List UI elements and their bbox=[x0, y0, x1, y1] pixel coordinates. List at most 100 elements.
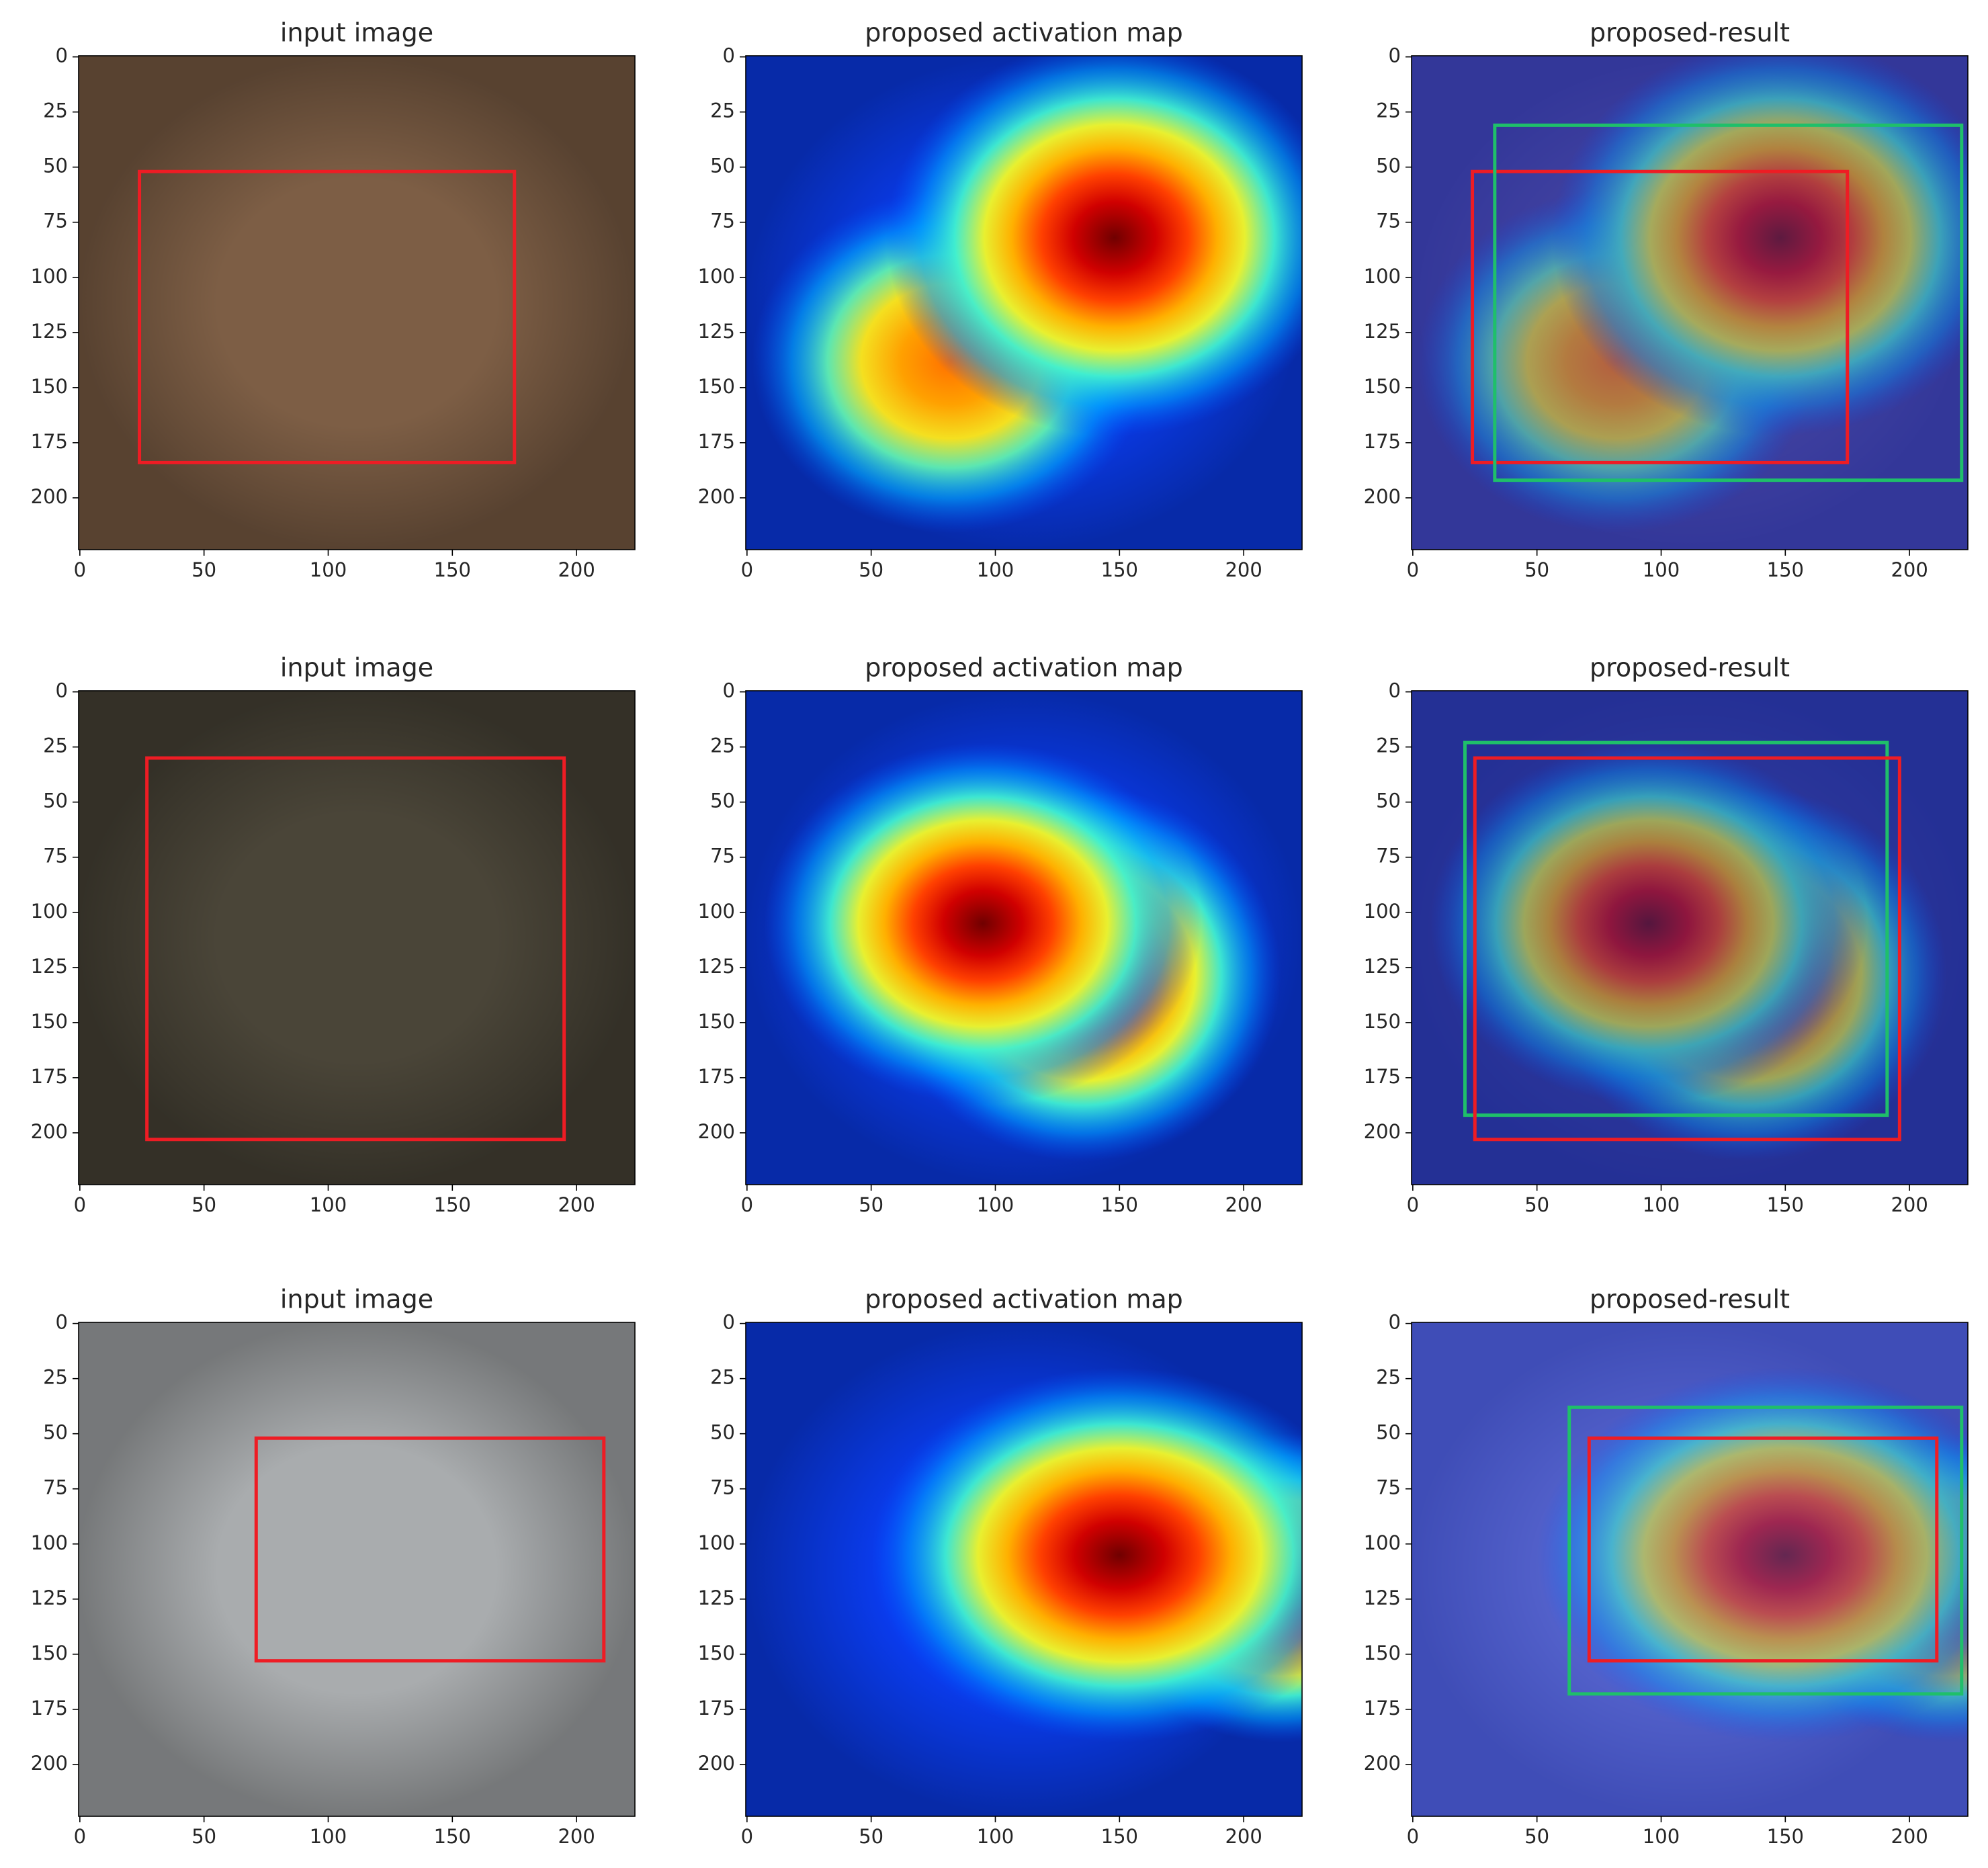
y-tick-label: 0 bbox=[1389, 679, 1401, 702]
x-tick-label: 50 bbox=[1524, 558, 1549, 581]
subplot-title: input image bbox=[280, 1285, 433, 1314]
bounding-box bbox=[1463, 740, 1889, 1117]
subplot: proposed activation map 0 50 100 150 200 0 25 50… bbox=[698, 653, 1303, 1216]
y-tick-label: 25 bbox=[710, 1366, 735, 1389]
axes-frame bbox=[1411, 690, 1969, 1185]
y-tick-label: 0 bbox=[56, 679, 68, 702]
x-tick-label: 100 bbox=[310, 558, 347, 581]
x-tick-label: 50 bbox=[1524, 1193, 1549, 1216]
y-tick-label: 175 bbox=[1364, 430, 1401, 453]
y-tick-label: 0 bbox=[56, 44, 68, 67]
hotspot bbox=[1551, 56, 1968, 436]
y-tick-label: 50 bbox=[710, 1421, 735, 1444]
x-tick-label: 150 bbox=[1101, 1193, 1138, 1216]
x-tick-label: 0 bbox=[74, 1193, 86, 1216]
x-tick-label: 150 bbox=[1767, 1825, 1804, 1848]
x-tick-label: 100 bbox=[977, 558, 1014, 581]
subplot-title: proposed-result bbox=[1590, 653, 1790, 683]
x-tick-label: 150 bbox=[1767, 558, 1804, 581]
x-tick-label: 50 bbox=[859, 1193, 883, 1216]
y-tick-label: 175 bbox=[1364, 1697, 1401, 1720]
subplot: proposed-result 0 50 100 150 200 0 25 50 75 100 125… bbox=[1364, 1285, 1969, 1848]
hotspot bbox=[871, 1367, 1302, 1742]
hotspot bbox=[885, 56, 1302, 436]
x-tick-label: 50 bbox=[191, 1193, 216, 1216]
x-tick-label: 150 bbox=[1101, 1825, 1138, 1848]
y-tick-label: 0 bbox=[56, 1311, 68, 1334]
plot-area bbox=[1412, 691, 1968, 1185]
y-tick-label: 175 bbox=[31, 1065, 68, 1088]
y-tick-label: 50 bbox=[1376, 1421, 1401, 1444]
x-tick-label: 50 bbox=[859, 558, 883, 581]
axes-frame bbox=[1411, 1322, 1969, 1817]
x-tick-label: 0 bbox=[74, 1825, 86, 1848]
y-tick-label: 75 bbox=[1376, 1476, 1401, 1499]
x-tick-label: 50 bbox=[191, 1825, 216, 1848]
y-tick-label: 125 bbox=[31, 320, 68, 343]
bounding-box bbox=[1587, 1436, 1939, 1663]
subplot: proposed activation map 0 50 100 150 200 0 25 50… bbox=[698, 18, 1303, 581]
y-tick-label: 50 bbox=[43, 790, 68, 812]
axes-frame bbox=[1411, 55, 1969, 550]
y-tick-label: 25 bbox=[710, 99, 735, 122]
plot-area bbox=[79, 691, 635, 1185]
plot-area bbox=[746, 691, 1302, 1185]
y-tick-label: 25 bbox=[1376, 1366, 1401, 1389]
photo-shading bbox=[79, 1322, 635, 1816]
x-tick-label: 50 bbox=[859, 1825, 883, 1848]
x-tick-label: 50 bbox=[1524, 1825, 1549, 1848]
bounding-box bbox=[1471, 169, 1850, 464]
x-tick-label: 0 bbox=[74, 558, 86, 581]
subplot: proposed-result 0 50 100 150 200 0 25 50 75 100 125… bbox=[1364, 18, 1969, 581]
subplot: proposed-result 0 50 100 150 200 0 25 50 75 100 125… bbox=[1364, 653, 1969, 1216]
y-tick-label: 200 bbox=[1364, 485, 1401, 508]
y-tick-label: 25 bbox=[43, 99, 68, 122]
x-tick-label: 150 bbox=[434, 1825, 471, 1848]
y-tick-label: 25 bbox=[710, 734, 735, 757]
y-tick-label: 150 bbox=[698, 1010, 735, 1033]
y-tick-label: 200 bbox=[698, 485, 735, 508]
plot-area bbox=[746, 1322, 1302, 1816]
x-tick-label: 0 bbox=[1407, 1193, 1419, 1216]
y-tick-label: 50 bbox=[1376, 790, 1401, 812]
x-tick-label: 150 bbox=[434, 1193, 471, 1216]
y-tick-label: 50 bbox=[1376, 155, 1401, 177]
hotspot bbox=[1430, 742, 1868, 1105]
y-tick-label: 100 bbox=[698, 1531, 735, 1554]
y-tick-label: 75 bbox=[710, 1476, 735, 1499]
y-tick-label: 125 bbox=[698, 955, 735, 978]
x-tick-label: 100 bbox=[1643, 1825, 1680, 1848]
y-tick-label: 200 bbox=[31, 485, 68, 508]
x-tick-label: 0 bbox=[1407, 1825, 1419, 1848]
y-tick-label: 100 bbox=[31, 265, 68, 288]
y-tick-label: 0 bbox=[1389, 1311, 1401, 1334]
y-tick-label: 25 bbox=[1376, 734, 1401, 757]
y-tick-label: 75 bbox=[1376, 210, 1401, 232]
y-tick-label: 100 bbox=[31, 900, 68, 923]
axes-frame bbox=[745, 55, 1303, 550]
y-tick-label: 150 bbox=[1364, 1010, 1401, 1033]
y-tick-label: 75 bbox=[1376, 845, 1401, 867]
y-tick-label: 125 bbox=[1364, 955, 1401, 978]
y-tick-label: 175 bbox=[698, 1697, 735, 1720]
subplot-title: proposed-result bbox=[1590, 18, 1790, 48]
y-tick-label: 175 bbox=[698, 430, 735, 453]
x-tick-label: 200 bbox=[1225, 558, 1262, 581]
y-tick-label: 150 bbox=[31, 1642, 68, 1664]
x-tick-label: 150 bbox=[1767, 1193, 1804, 1216]
y-tick-label: 150 bbox=[1364, 375, 1401, 398]
subplot-title: proposed activation map bbox=[865, 1285, 1183, 1314]
y-tick-label: 50 bbox=[710, 790, 735, 812]
photo-shading bbox=[79, 56, 635, 550]
x-tick-label: 0 bbox=[741, 558, 753, 581]
subplot-title: proposed activation map bbox=[865, 18, 1183, 48]
y-tick-label: 25 bbox=[1376, 99, 1401, 122]
y-tick-label: 100 bbox=[31, 1531, 68, 1554]
hotspot bbox=[764, 742, 1202, 1105]
plot-area bbox=[79, 56, 635, 550]
bounding-box bbox=[145, 756, 566, 1142]
x-tick-label: 100 bbox=[977, 1193, 1014, 1216]
heatmap bbox=[1418, 56, 1968, 534]
x-tick-label: 200 bbox=[1891, 1825, 1928, 1848]
